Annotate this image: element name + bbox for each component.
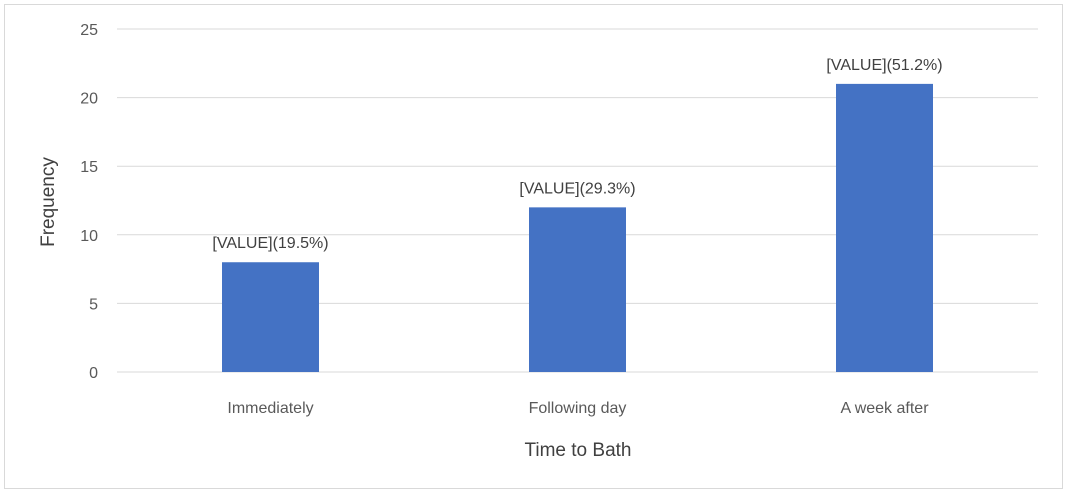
x-category-label: Immediately xyxy=(227,400,313,417)
y-tick-label: 25 xyxy=(80,22,98,39)
x-category-labels: Immediately Following day A week after xyxy=(227,400,929,417)
y-axis-title: Frequency xyxy=(38,157,59,247)
data-label: [VALUE](29.3%) xyxy=(519,180,635,197)
bar xyxy=(529,207,626,372)
y-tick-label: 10 xyxy=(80,228,98,245)
data-label: [VALUE](19.5%) xyxy=(212,235,328,252)
data-label: [VALUE](51.2%) xyxy=(826,57,942,74)
x-category-label: Following day xyxy=(529,400,627,417)
y-tick-label: 15 xyxy=(80,159,98,176)
y-tick-labels: 0 5 10 15 20 25 xyxy=(80,22,98,382)
y-tick-label: 0 xyxy=(89,365,98,382)
x-category-label: A week after xyxy=(840,400,929,417)
y-tick-label: 20 xyxy=(80,91,98,108)
bar xyxy=(222,262,319,372)
x-axis-title: Time to Bath xyxy=(524,440,631,461)
bars xyxy=(222,83,933,372)
y-tick-label: 5 xyxy=(89,296,98,313)
bar xyxy=(836,83,933,372)
data-labels: [VALUE](19.5%) [VALUE](29.3%) [VALUE](51.2… xyxy=(212,57,942,252)
